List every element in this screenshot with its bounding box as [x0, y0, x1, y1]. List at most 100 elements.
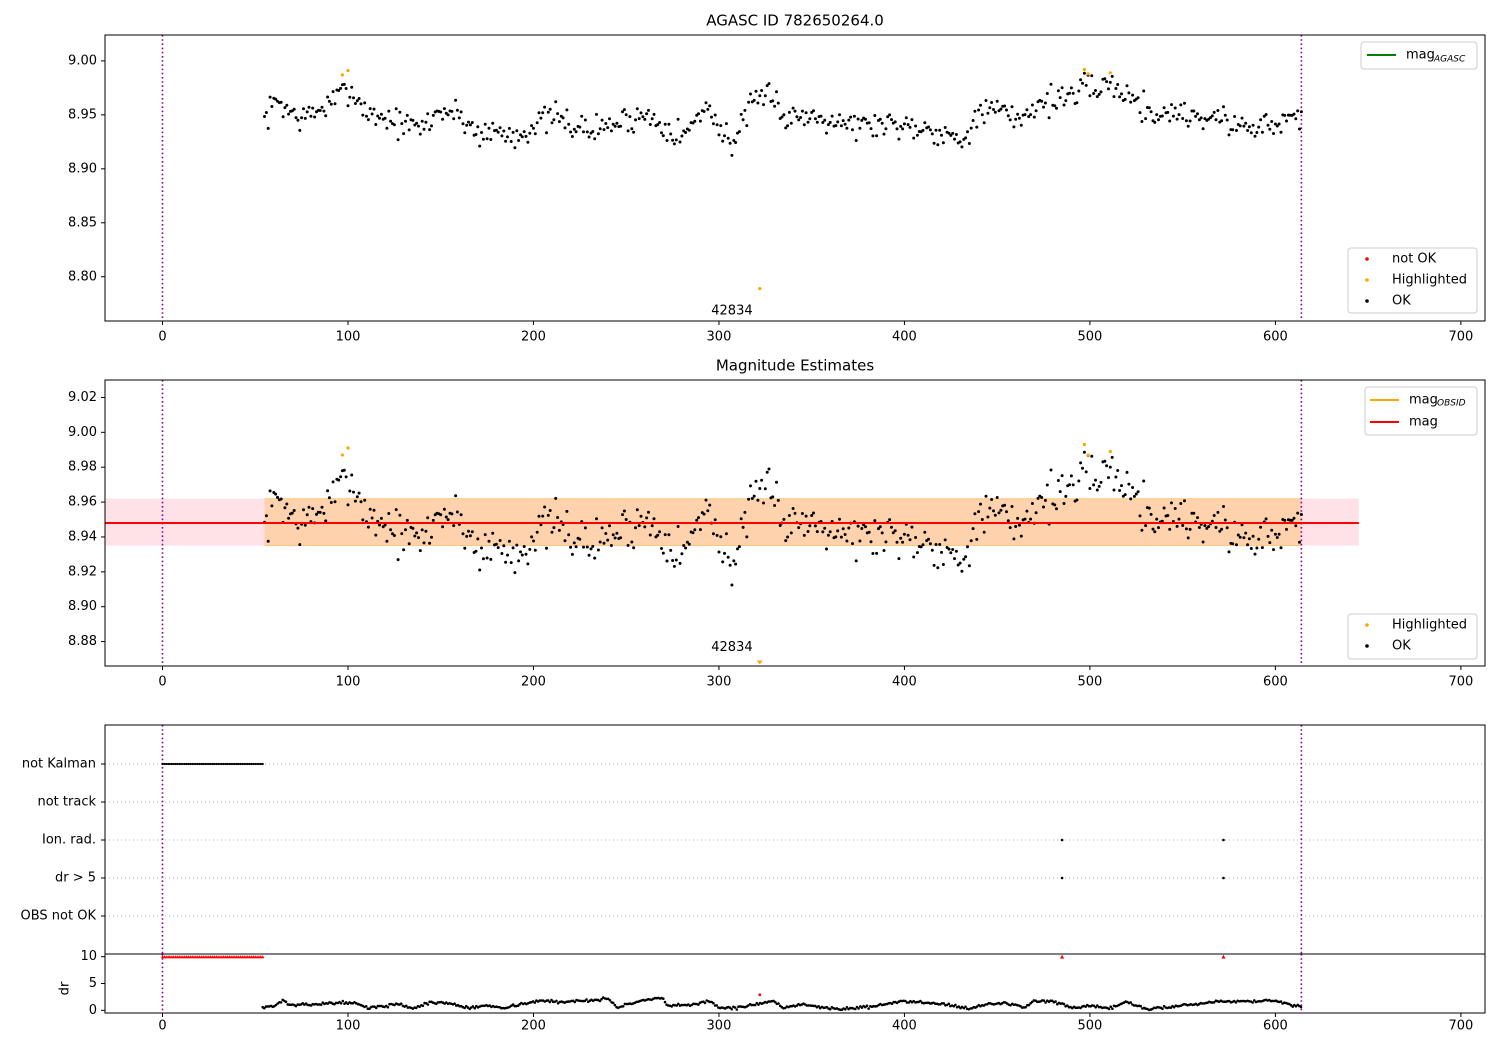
y-tick-label: 0	[89, 1003, 97, 1018]
dr-point	[386, 1005, 390, 1009]
y-tick-label: 10	[80, 949, 97, 964]
dr-point	[399, 1002, 403, 1005]
ok-point	[383, 523, 387, 527]
ok-point	[537, 111, 541, 115]
ok-point	[333, 500, 337, 504]
dr-point	[857, 1007, 860, 1010]
flag-point	[246, 762, 249, 766]
ok-point	[750, 497, 754, 500]
ok-point	[587, 553, 591, 557]
ok-point	[730, 153, 734, 157]
ok-point	[893, 120, 897, 124]
dr-point	[573, 1000, 577, 1004]
ok-point	[1231, 542, 1235, 546]
ok-point	[1045, 92, 1049, 95]
dr-point	[1030, 1000, 1034, 1004]
ok-point	[626, 543, 630, 547]
dr-point	[585, 998, 588, 1001]
ok-point	[1097, 484, 1101, 488]
ok-point	[728, 563, 732, 567]
outlier-marker	[756, 660, 763, 665]
x-tick-label: 600	[1263, 1019, 1288, 1034]
ok-point	[949, 551, 953, 555]
ok-point	[548, 107, 552, 111]
ok-point	[960, 569, 964, 573]
dr-point	[548, 1000, 552, 1004]
ok-point	[376, 114, 380, 118]
ok-point	[366, 118, 370, 122]
ok-point	[504, 560, 508, 564]
ok-point	[379, 112, 383, 116]
ok-point	[541, 111, 545, 115]
ok-point	[1043, 498, 1047, 502]
dr-point	[1044, 1001, 1047, 1004]
ok-point	[602, 128, 606, 132]
ok-point	[1042, 505, 1045, 509]
ok-point	[511, 546, 515, 550]
ok-point	[652, 112, 656, 116]
flag-point	[181, 762, 184, 766]
ok-point	[365, 114, 368, 118]
legend-label: mag	[1406, 48, 1435, 63]
dr-point	[663, 1000, 667, 1004]
ok-point	[526, 562, 530, 566]
ok-point	[1157, 526, 1160, 530]
ok-point	[454, 98, 458, 102]
dr-point	[964, 1005, 967, 1008]
dr-point	[263, 1006, 266, 1010]
ok-point	[652, 517, 656, 521]
x-tick-label: 500	[1078, 675, 1103, 690]
legend-box	[1360, 41, 1478, 70]
ok-point	[554, 100, 558, 104]
ok-point	[1030, 103, 1034, 107]
dr-point	[471, 1005, 475, 1008]
ok-point	[507, 126, 511, 130]
ok-point	[1095, 488, 1099, 492]
ok-point	[851, 128, 854, 132]
legend-marker	[1365, 644, 1369, 648]
ok-point	[864, 525, 867, 529]
ok-point	[522, 130, 526, 134]
dr-point	[426, 1003, 430, 1006]
ok-point	[966, 545, 969, 549]
ok-point	[834, 124, 838, 128]
dr-point	[865, 1004, 869, 1007]
ok-point	[663, 533, 667, 537]
ok-point	[598, 127, 602, 131]
dr-capped-marker	[261, 955, 265, 959]
ok-point	[787, 514, 791, 517]
ok-point	[1247, 125, 1251, 129]
ok-point	[841, 119, 845, 123]
ok-point	[331, 480, 335, 484]
ok-point	[1118, 489, 1122, 492]
ok-point	[398, 110, 402, 114]
y-tick-label: 8.90	[68, 161, 97, 176]
x-tick-label: 100	[336, 1019, 361, 1034]
ok-point	[749, 484, 752, 488]
ok-point	[838, 517, 841, 521]
dr-point	[555, 999, 558, 1003]
ok-point	[704, 498, 708, 502]
ok-point	[758, 94, 762, 98]
ok-point	[1242, 124, 1246, 128]
flag-point	[1060, 838, 1064, 842]
ok-point	[1181, 117, 1185, 120]
ok-point	[695, 518, 699, 522]
ok-point	[847, 118, 851, 122]
ok-point	[320, 105, 324, 109]
ok-point	[1006, 519, 1010, 523]
ok-point	[359, 102, 363, 106]
flag-point	[194, 762, 197, 766]
ok-point	[808, 117, 812, 121]
ok-point	[457, 116, 461, 120]
ok-point	[455, 108, 459, 112]
ok-point	[1272, 548, 1275, 552]
ok-point	[572, 127, 576, 131]
ok-point	[951, 548, 955, 551]
ok-point	[893, 529, 897, 533]
ok-point	[1225, 118, 1229, 122]
ok-point	[993, 110, 997, 114]
ok-point	[639, 111, 643, 115]
ok-point	[519, 550, 522, 554]
ok-point	[481, 557, 485, 561]
